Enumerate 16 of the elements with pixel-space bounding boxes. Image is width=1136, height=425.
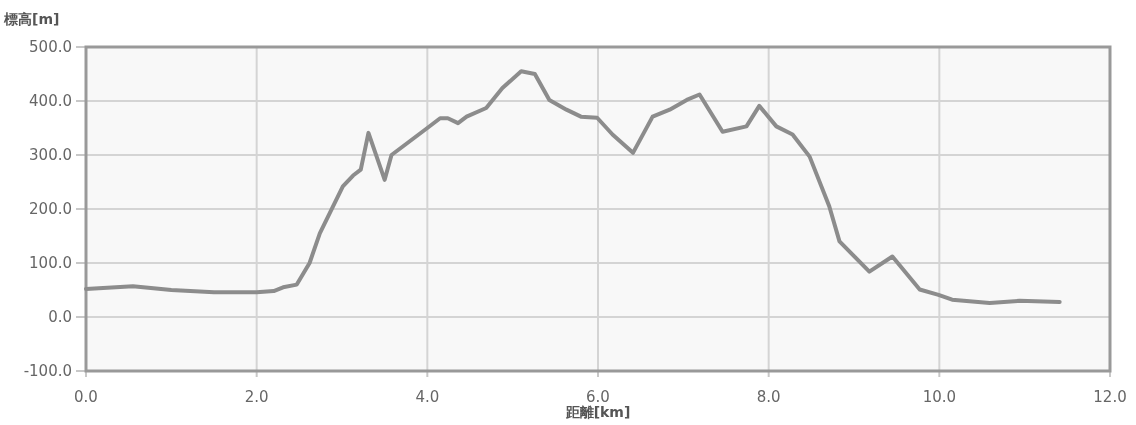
y-tick-label: -100.0 <box>23 362 72 380</box>
x-tick-label: 6.0 <box>586 388 610 406</box>
x-tick-label: 10.0 <box>922 388 957 406</box>
y-tick-label: 400.0 <box>29 92 72 110</box>
y-tick-label: 200.0 <box>29 200 72 218</box>
y-tick-label: 500.0 <box>29 38 72 56</box>
x-axis-title: 距離[km] <box>564 404 631 420</box>
x-tick-label: 4.0 <box>415 388 440 406</box>
x-tick-label: 0.0 <box>74 388 98 406</box>
y-tick-label: 0.0 <box>48 308 72 326</box>
y-tick-label: 100.0 <box>29 254 72 272</box>
x-tick-label: 12.0 <box>1093 388 1127 406</box>
x-tick-label: 8.0 <box>756 388 781 406</box>
y-axis-title: 標高[m] <box>3 11 60 27</box>
x-tick-label: 2.0 <box>244 388 269 406</box>
y-tick-label: 300.0 <box>29 146 72 164</box>
